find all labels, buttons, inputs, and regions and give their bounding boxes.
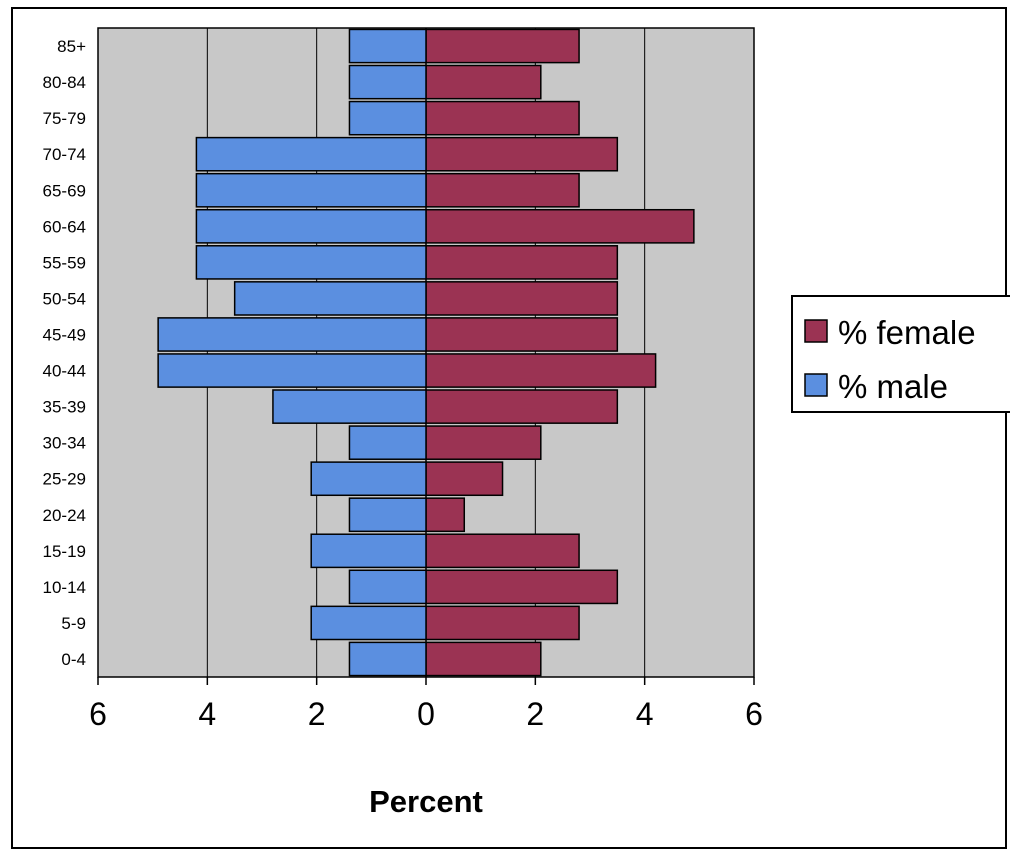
bar-male-85+	[348, 28, 427, 64]
y-tick-label: 60-64	[43, 217, 86, 236]
x-tick-label: 6	[89, 696, 107, 732]
y-tick-label: 45-49	[43, 325, 86, 344]
y-tick-label: 30-34	[43, 434, 86, 453]
legend-label-male: % male	[838, 368, 948, 405]
bar-male-65-69	[195, 172, 427, 208]
bar-male-50-54	[233, 281, 427, 316]
x-tick-labels: 6 4 2 0 2 4 6	[89, 677, 763, 732]
y-tick-label: 70-74	[43, 145, 86, 164]
bar-female-0-4	[425, 641, 542, 677]
y-tick-label: 50-54	[43, 289, 86, 308]
bar-female-35-39	[425, 389, 619, 424]
bar-male-25-29	[310, 461, 427, 497]
bar-male-15-19	[310, 533, 427, 569]
x-tick-label: 4	[198, 696, 216, 732]
bar-female-45-49	[425, 317, 619, 352]
bar-male-35-39	[272, 389, 427, 424]
bar-female-30-34	[425, 425, 542, 460]
legend-swatch-female	[804, 319, 828, 343]
legend-swatch-male	[804, 373, 828, 397]
x-tick-label: 2	[526, 696, 544, 732]
x-tick-label: 0	[417, 696, 435, 732]
bar-female-5-9	[425, 605, 580, 641]
legend-label-female: % female	[838, 314, 976, 351]
bar-female-85+	[425, 28, 580, 64]
bar-female-15-19	[425, 533, 580, 569]
y-tick-label: 40-44	[43, 362, 86, 381]
bar-male-80-84	[348, 64, 427, 100]
bar-female-10-14	[425, 569, 619, 605]
y-tick-labels: 85+ 80-84 75-79 70-74 65-69 60-64 55-59 50-54 45…	[43, 37, 87, 669]
y-tick-label: 55-59	[43, 253, 86, 272]
bar-male-10-14	[348, 569, 427, 605]
bar-male-45-49	[157, 317, 427, 352]
y-tick-label: 85+	[57, 37, 86, 56]
legend: % female % male	[791, 295, 1010, 413]
bar-male-0-4	[348, 641, 427, 677]
bar-male-20-24	[348, 497, 427, 533]
x-axis-label: Percent	[369, 784, 483, 819]
bar-male-40-44	[157, 353, 427, 388]
bar-female-25-29	[425, 461, 504, 497]
y-tick-label: 80-84	[43, 73, 86, 92]
bar-female-70-74	[425, 136, 619, 172]
y-tick-label: 75-79	[43, 109, 86, 128]
bar-female-20-24	[425, 497, 466, 533]
bar-male-5-9	[310, 605, 427, 641]
y-tick-label: 15-19	[43, 542, 86, 561]
bar-female-55-59	[425, 245, 619, 280]
bar-female-75-79	[425, 100, 580, 136]
y-tick-label: 0-4	[61, 650, 86, 669]
bar-female-60-64	[425, 208, 695, 244]
y-tick-label: 65-69	[43, 181, 86, 200]
gridlines	[206, 28, 646, 677]
bar-male-55-59	[195, 245, 427, 280]
bar-male-30-34	[348, 425, 427, 460]
bar-male-75-79	[348, 100, 427, 136]
y-tick-label: 20-24	[43, 506, 86, 525]
y-tick-label: 35-39	[43, 398, 86, 417]
y-tick-label: 25-29	[43, 470, 86, 489]
y-tick-label: 10-14	[43, 578, 86, 597]
bar-male-60-64	[195, 208, 427, 244]
bar-female-80-84	[425, 64, 542, 100]
bars	[157, 28, 695, 677]
y-tick-label: 5-9	[61, 614, 86, 633]
x-tick-label: 2	[308, 696, 326, 732]
bar-female-65-69	[425, 172, 580, 208]
bar-male-70-74	[195, 136, 427, 172]
bar-female-40-44	[425, 353, 657, 388]
x-tick-label: 6	[745, 696, 763, 732]
x-tick-label: 4	[636, 696, 654, 732]
bar-female-50-54	[425, 281, 619, 316]
legend-box	[791, 295, 1010, 413]
